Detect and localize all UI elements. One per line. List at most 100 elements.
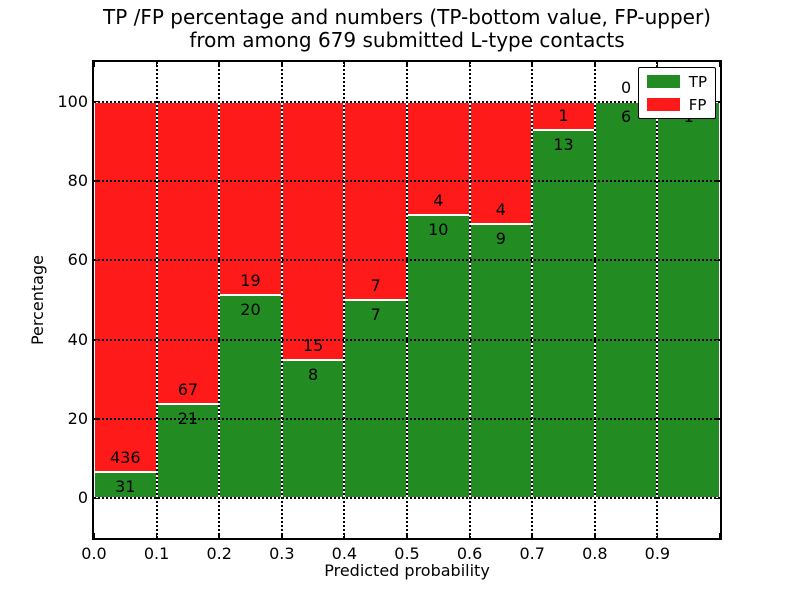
x-tick-mark [93,533,95,538]
x-tick-label: 0.6 [456,544,483,563]
x-tick-mark [656,62,659,67]
legend-label-tp: TP [688,72,707,91]
x-tick-mark [594,533,596,538]
y-tick-mark [94,180,99,182]
bar-segment-tp [532,130,595,499]
fp-count-label: 436 [110,448,141,467]
v-gridline [406,62,408,538]
v-gridline [656,62,659,538]
bar-segment-tp [469,223,533,499]
x-tick-label: 0.2 [206,544,232,563]
bar-segment-tp [344,300,407,499]
y-tick-mark [715,418,720,420]
x-tick-label: 0.9 [644,544,671,563]
v-gridline [343,62,346,538]
tp-count-label: 8 [308,365,319,385]
legend-entry-tp: TP [646,72,707,91]
tp-count-label: 10 [428,220,449,239]
x-tick-mark [468,533,471,538]
x-tick-label: 0.5 [394,544,420,563]
tp-count-label: 21 [177,408,199,428]
x-tick-mark [343,533,346,538]
bar-segment-fp [344,101,407,300]
x-tick-mark [719,533,721,538]
x-tick-label: 0.8 [582,544,608,563]
chart-title-line1: TP /FP percentage and numbers (TP-bottom… [103,5,711,29]
tp-count-label: 9 [495,228,506,248]
x-tick-label: 0.3 [269,544,295,563]
plot-area: TP FP 436316721192015877410491130601 [93,62,721,538]
fp-count-label: 67 [177,379,199,399]
bar-segment-fp [156,101,220,404]
bar-segment-tp [281,360,345,499]
x-tick-mark [594,62,596,67]
fp-count-label: 1 [558,106,569,125]
legend: TP FP [637,67,716,119]
x-tick-mark [531,533,533,538]
x-tick-label: 0.0 [81,544,107,563]
x-tick-mark [468,62,471,67]
v-gridline [468,62,471,538]
bar-segment-tp [407,215,470,499]
legend-swatch-fp [646,98,680,111]
tp-count-label: 13 [553,135,574,154]
x-tick-mark [656,533,659,538]
x-tick-mark [343,62,346,67]
x-tick-mark [719,62,721,67]
v-gridline [531,62,534,538]
tp-count-label: 20 [240,299,261,319]
y-tick-mark [94,259,99,262]
y-tick-mark [715,100,720,103]
y-tick-label: 60 [67,250,88,270]
y-tick-label: 0 [77,488,88,508]
tp-count-label: 7 [370,305,381,324]
x-tick-label: 0.4 [331,544,358,563]
x-tick-mark [281,533,283,538]
y-tick-label: 80 [67,171,88,190]
x-tick-mark [406,62,408,67]
x-tick-mark [155,62,158,67]
y-tick-mark [715,338,720,341]
y-tick-mark [94,100,99,103]
legend-entry-fp: FP [646,95,707,114]
x-tick-label: 0.7 [519,544,545,563]
chart-title-line2: from among 679 submitted L-type contacts [189,28,625,52]
fp-count-label: 4 [433,191,444,210]
y-tick-mark [94,497,99,500]
bar-segment-fp [281,101,345,361]
x-tick-mark [155,533,158,538]
v-gridline [280,62,283,538]
y-tick-label: 20 [67,409,88,428]
y-tick-mark [94,418,99,420]
v-gridline [593,62,596,538]
v-gridline [155,62,158,538]
tp-count-label: 6 [621,106,632,126]
y-tick-label: 100 [57,91,88,111]
x-tick-mark [281,62,283,67]
bar-segment-fp [219,101,282,295]
fp-count-label: 4 [495,199,506,219]
v-gridline [218,62,221,538]
legend-swatch-tp [646,75,680,88]
fp-count-label: 7 [370,276,381,295]
y-tick-mark [715,180,720,182]
x-axis-label: Predicted probability [324,561,490,580]
fp-count-label: 19 [240,270,261,290]
tp-count-label: 31 [115,477,136,496]
x-tick-label: 0.1 [143,544,170,563]
y-tick-mark [715,497,720,500]
x-tick-mark [531,62,533,67]
y-tick-mark [715,259,720,262]
y-axis-label: Percentage [28,255,47,346]
bar-segment-tp [94,472,157,499]
bar-segment-tp [657,101,720,499]
bar-segment-tp [219,294,282,499]
x-tick-mark [93,62,95,67]
x-tick-mark [406,533,408,538]
legend-label-fp: FP [688,95,707,114]
bar-segment-tp [594,101,658,499]
y-tick-mark [94,338,99,341]
chart-title: TP /FP percentage and numbers (TP-bottom… [94,6,720,52]
bar-segment-fp [94,101,157,472]
